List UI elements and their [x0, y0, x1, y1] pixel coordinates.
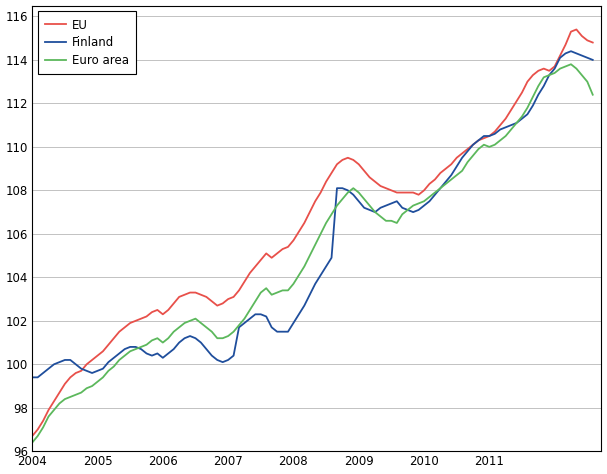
Line: Finland: Finland — [32, 51, 593, 377]
Finland — [568, 48, 575, 54]
Finland — [589, 57, 597, 63]
Line: Euro area: Euro area — [32, 64, 593, 443]
Finland — [45, 366, 52, 372]
EU — [29, 433, 36, 439]
Euro area — [192, 316, 199, 321]
EU — [540, 66, 548, 72]
EU — [589, 40, 597, 46]
Finland — [540, 83, 548, 89]
Finland — [573, 51, 580, 56]
EU — [573, 27, 580, 32]
Finland — [170, 346, 177, 352]
Euro area — [540, 74, 548, 80]
Legend: EU, Finland, Euro area: EU, Finland, Euro area — [38, 11, 137, 74]
Euro area — [589, 92, 597, 98]
EU — [192, 290, 199, 295]
Euro area — [45, 414, 52, 419]
Euro area — [29, 440, 36, 446]
Euro area — [170, 329, 177, 335]
Line: EU: EU — [32, 29, 593, 436]
Euro area — [568, 62, 575, 67]
EU — [568, 29, 575, 35]
Euro area — [306, 253, 313, 258]
Euro area — [573, 66, 580, 72]
Finland — [192, 336, 199, 341]
Finland — [29, 374, 36, 380]
EU — [170, 301, 177, 306]
Finland — [306, 292, 313, 298]
EU — [306, 209, 313, 215]
EU — [45, 407, 52, 413]
